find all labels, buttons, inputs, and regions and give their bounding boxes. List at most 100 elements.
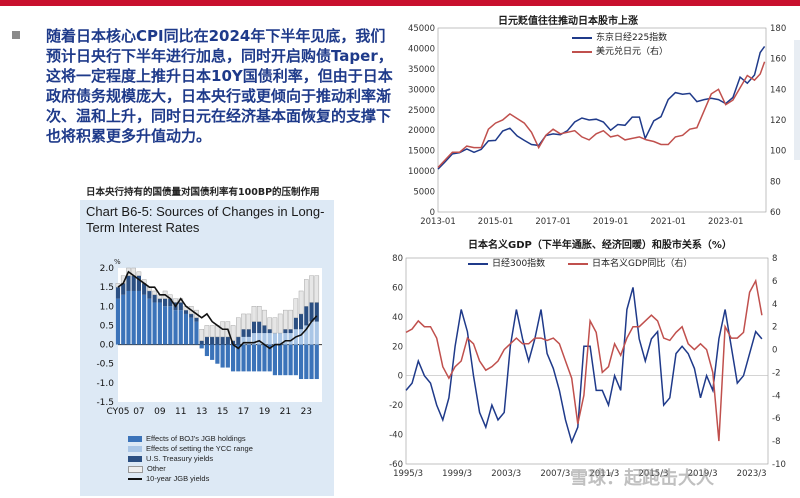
bar-segment <box>262 344 267 372</box>
y-left-tick-label: -60 <box>389 460 403 470</box>
bar-segment <box>121 294 126 345</box>
bar-segment <box>220 336 225 345</box>
boj-legend-item: Other <box>128 464 166 473</box>
bar-segment <box>314 321 319 345</box>
bar-segment <box>136 271 142 276</box>
legend-nikkei225: 东京日经225指数 <box>572 30 667 43</box>
bar-segment <box>183 310 189 314</box>
boj-chart-title: Chart B6-5: Sources of Changes in Long-T… <box>86 204 325 235</box>
y-left-tick-label: -40 <box>389 431 403 441</box>
x-tick-label: 2021-01 <box>650 217 686 227</box>
bar-segment <box>236 317 241 338</box>
bar-segment <box>162 306 168 345</box>
bar-segment <box>194 317 199 322</box>
gdp-stock-title: 日本名义GDP（下半年通胀、经济回暖）和股市关系（%） <box>468 240 732 251</box>
x-tick-label: 17 <box>238 407 249 417</box>
bar-segment <box>236 336 241 345</box>
bar-segment <box>298 313 304 330</box>
bar-segment <box>283 329 288 334</box>
bar-segment <box>246 336 251 345</box>
bar-segment <box>251 321 257 334</box>
x-tick-label: CY05 <box>106 407 129 417</box>
x-tick-label: 07 <box>133 407 144 417</box>
legend-label: 东京日经225指数 <box>596 33 668 43</box>
bar-segment <box>288 333 293 345</box>
y-right-tick-label: 0 <box>772 346 777 356</box>
bar-segment <box>257 321 262 334</box>
bar-segment <box>210 344 215 360</box>
boj-stacked-bar-chart: % -1.5 -1.0 -0.5 0.0 0.5 1.0 1.5 2.0 CY05 07 09 11 13… <box>96 258 322 417</box>
bullet-marker <box>12 31 20 39</box>
bar-segment <box>131 275 136 291</box>
legend-nominal-gdp: 日本名义GDP同比（右） <box>568 256 692 269</box>
y-tick-label: 1.5 <box>100 283 114 293</box>
bar-segment <box>288 309 293 330</box>
plot-frame <box>405 257 769 465</box>
legend-line <box>468 262 488 265</box>
y-left-tick-label: 5000 <box>413 188 435 198</box>
yen-nikkei-line-chart: 0 5000 10000 15000 20000 25000 30000 35000 40000… <box>408 24 786 227</box>
y-right-tick-label: -8 <box>772 437 780 447</box>
legend-swatch <box>128 465 143 473</box>
bar-segment <box>272 333 278 345</box>
yen-nikkei-title: 日元贬值往往推动日本股市上涨 <box>498 16 638 27</box>
x-tick-label: 2011/3 <box>589 469 619 479</box>
bar-segment <box>241 329 246 337</box>
y-right-tick-label: 120 <box>770 116 786 126</box>
bar-segment <box>251 333 257 345</box>
bar-segment <box>267 333 272 345</box>
bar-segment <box>194 321 199 345</box>
x-tick-label: 2015/3 <box>639 469 669 479</box>
bar-segment <box>189 317 194 345</box>
bar-segment <box>262 333 267 345</box>
bar-segment <box>215 344 220 364</box>
bar-segment <box>225 336 230 345</box>
bar-segment <box>178 302 183 311</box>
x-tick-label: 2007/3 <box>540 469 570 479</box>
y-tick-label: 0.0 <box>100 341 115 351</box>
bar-segment <box>246 344 251 372</box>
bar-segment <box>199 340 204 345</box>
bar-segment <box>162 298 168 307</box>
bar-segment <box>220 344 225 368</box>
x-tick-label: 13 <box>196 407 207 417</box>
x-tick-label: 19 <box>259 407 271 417</box>
y-left-tick-label: 35000 <box>408 65 435 75</box>
x-tick-label: 2023-01 <box>708 217 744 227</box>
bar-segment <box>199 329 204 341</box>
bar-segment <box>288 344 293 376</box>
bar-segment <box>147 298 152 345</box>
bar-segment <box>178 310 183 345</box>
y-right-tick-label: 100 <box>770 147 786 157</box>
y-right-tick-label: 2 <box>772 323 777 333</box>
legend-swatch <box>128 436 142 443</box>
bar-segment <box>262 325 267 334</box>
bar-segment <box>210 336 215 345</box>
y-tick-label: -1.0 <box>96 379 114 389</box>
bar-segment <box>152 302 157 345</box>
y-left-tick-label: 40 <box>392 313 403 323</box>
bar-segment <box>278 344 283 376</box>
bar-segment <box>241 344 246 372</box>
bar-segment <box>267 344 272 372</box>
y-left-tick-label: 45000 <box>408 24 435 34</box>
y-tick-label: 0.5 <box>100 321 114 331</box>
bar-segment <box>304 306 309 326</box>
bar-segment <box>131 290 136 345</box>
y-left-tick-label: 20000 <box>408 126 435 136</box>
jgb-yield-line <box>117 270 318 350</box>
bar-segment <box>267 329 272 334</box>
headline-text: 随着日本核心CPI同比在2024年下半年见底，我们预计日央行下半年进行加息，同时… <box>46 27 393 145</box>
bar-segment <box>278 333 283 345</box>
y-left-tick-label: -20 <box>389 401 403 411</box>
legend-line <box>572 36 592 39</box>
y-left-tick-label: 0 <box>430 208 435 218</box>
bar-segment <box>168 298 173 307</box>
x-tick-label: 2015-01 <box>478 217 514 227</box>
bar-segment <box>121 283 126 295</box>
bar-segment <box>225 344 230 368</box>
bar-segment <box>157 298 162 303</box>
bar-segment <box>298 344 304 380</box>
side-accent-strip <box>794 40 800 160</box>
bar-segment <box>173 310 178 345</box>
